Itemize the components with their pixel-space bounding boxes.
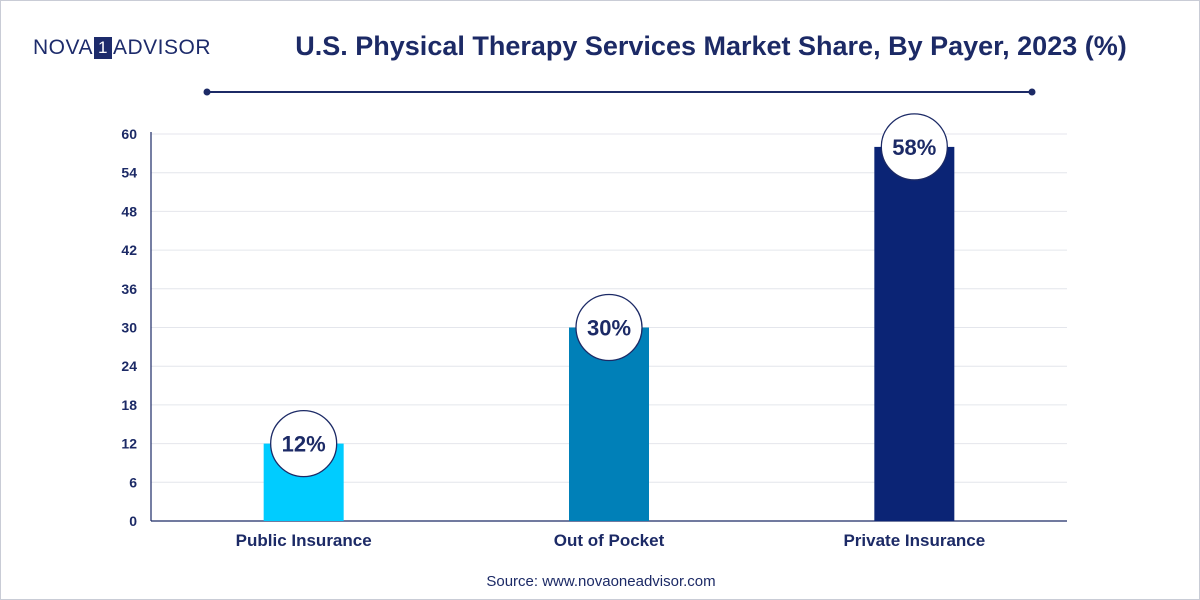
y-tick-label: 24 [121, 358, 137, 374]
data-label: 30% [587, 316, 631, 341]
y-tick-label: 0 [129, 513, 137, 529]
nova-advisor-logo: NOVA 1 ADVISOR [33, 35, 211, 61]
data-label-bubble [270, 409, 338, 478]
y-tick-label: 54 [121, 165, 137, 181]
y-tick-label: 30 [121, 320, 137, 336]
y-tick-label: 60 [121, 126, 137, 142]
label-layer: 12% 30% 58% [270, 113, 948, 478]
y-tick-label: 48 [121, 203, 137, 219]
bar-private-insurance [874, 146, 955, 521]
logo-text-left: NOVA [33, 36, 93, 59]
logo-text-right: ADVISOR [112, 36, 211, 59]
data-label: 58% [892, 135, 936, 160]
bar-layer [263, 146, 955, 521]
title-divider-dot-right [1028, 88, 1036, 96]
source-note: Source: www.novaoneadvisor.com [486, 573, 716, 590]
y-tick-label: 12 [121, 436, 137, 452]
title-divider-dot-left [203, 88, 211, 96]
x-tick-label: Out of Pocket [554, 531, 665, 550]
y-tick-label: 36 [121, 281, 137, 297]
data-label-bubble [880, 113, 948, 181]
x-tick-label: Public Insurance [236, 531, 372, 550]
y-tick-label: 42 [121, 242, 137, 258]
chart-title: U.S. Physical Therapy Services Market Sh… [295, 31, 1127, 61]
data-label: 12% [282, 432, 326, 457]
y-tick-label: 18 [121, 397, 137, 413]
y-tick-label: 6 [129, 474, 137, 490]
data-label-bubble [575, 293, 643, 362]
logo-mark: 1 [93, 37, 112, 59]
x-tick-label: Private Insurance [843, 531, 985, 550]
